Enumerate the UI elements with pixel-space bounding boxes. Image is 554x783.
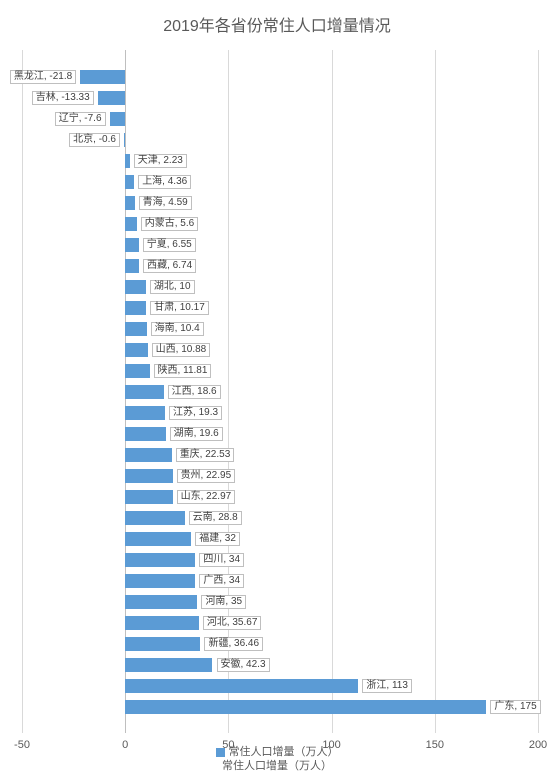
data-label: 山东, 22.97 — [177, 490, 236, 504]
bar — [125, 448, 172, 462]
data-label: 河北, 35.67 — [203, 616, 262, 630]
bar — [125, 595, 197, 609]
bar-row: 湖北, 10 — [22, 280, 538, 294]
gridline — [538, 50, 539, 733]
data-label: 重庆, 22.53 — [176, 448, 235, 462]
bar-row: 湖南, 19.6 — [22, 427, 538, 441]
bar — [125, 532, 191, 546]
bar — [125, 238, 139, 252]
bar — [125, 280, 146, 294]
bar — [125, 364, 149, 378]
data-label: 辽宁, -7.6 — [55, 112, 106, 126]
bar-row: 福建, 32 — [22, 532, 538, 546]
bar-row: 北京, -0.6 — [22, 133, 538, 147]
data-label: 海南, 10.4 — [151, 322, 204, 336]
data-label: 广东, 175 — [490, 700, 540, 714]
bar — [98, 91, 126, 105]
bar-row: 甘肃, 10.17 — [22, 301, 538, 315]
data-label: 西藏, 6.74 — [143, 259, 196, 273]
bar — [125, 343, 147, 357]
data-label: 河南, 35 — [201, 595, 246, 609]
bar — [125, 322, 146, 336]
bar — [125, 553, 195, 567]
data-label: 甘肃, 10.17 — [150, 301, 209, 315]
data-label: 湖北, 10 — [150, 280, 195, 294]
bar-row: 西藏, 6.74 — [22, 259, 538, 273]
bar-row: 天津, 2.23 — [22, 154, 538, 168]
bar-row: 陕西, 11.81 — [22, 364, 538, 378]
bar-row: 辽宁, -7.6 — [22, 112, 538, 126]
bar — [125, 679, 358, 693]
bar — [125, 301, 146, 315]
bar-row: 黑龙江, -21.8 — [22, 70, 538, 84]
bar-row: 山西, 10.88 — [22, 343, 538, 357]
data-label: 吉林, -13.33 — [32, 91, 94, 105]
data-label: 安徽, 42.3 — [217, 658, 270, 672]
data-label: 江西, 18.6 — [168, 385, 221, 399]
data-label: 内蒙古, 5.6 — [141, 217, 198, 231]
bar-row: 江苏, 19.3 — [22, 406, 538, 420]
bar-row: 贵州, 22.95 — [22, 469, 538, 483]
data-label: 陕西, 11.81 — [154, 364, 212, 378]
data-label: 浙江, 113 — [362, 679, 412, 693]
bar-row: 新疆, 36.46 — [22, 637, 538, 651]
data-label: 新疆, 36.46 — [204, 637, 263, 651]
bar-row: 广西, 34 — [22, 574, 538, 588]
bar — [125, 385, 163, 399]
bar-row: 宁夏, 6.55 — [22, 238, 538, 252]
plot-area: -50050100150200黑龙江, -21.8吉林, -13.33辽宁, -… — [22, 50, 538, 733]
bar-row: 云南, 28.8 — [22, 511, 538, 525]
bar-row: 吉林, -13.33 — [22, 91, 538, 105]
data-label: 广西, 34 — [199, 574, 244, 588]
data-label: 云南, 28.8 — [189, 511, 242, 525]
bar — [125, 259, 139, 273]
bar — [125, 637, 200, 651]
bar-row: 江西, 18.6 — [22, 385, 538, 399]
data-label: 湖南, 19.6 — [170, 427, 223, 441]
data-label: 黑龙江, -21.8 — [10, 70, 76, 84]
bar — [125, 196, 134, 210]
bar — [125, 490, 172, 504]
bar — [125, 427, 165, 441]
bar — [125, 217, 137, 231]
data-label: 四川, 34 — [199, 553, 244, 567]
bar — [124, 133, 125, 147]
data-label: 贵州, 22.95 — [177, 469, 236, 483]
bar — [125, 658, 212, 672]
bar-row: 重庆, 22.53 — [22, 448, 538, 462]
bar-row: 山东, 22.97 — [22, 490, 538, 504]
data-label: 天津, 2.23 — [134, 154, 187, 168]
legend-swatch — [216, 748, 225, 757]
bar-row: 海南, 10.4 — [22, 322, 538, 336]
bar-row: 河南, 35 — [22, 595, 538, 609]
data-label: 宁夏, 6.55 — [143, 238, 196, 252]
bar — [125, 700, 486, 714]
chart-title: 2019年各省份常住人口增量情况 — [0, 12, 554, 36]
bar — [125, 175, 134, 189]
bar — [80, 70, 125, 84]
data-label: 上海, 4.36 — [138, 175, 191, 189]
bar — [125, 469, 172, 483]
bar — [125, 511, 184, 525]
data-label: 青海, 4.59 — [139, 196, 192, 210]
bar-row: 浙江, 113 — [22, 679, 538, 693]
x-axis-title: 常住人口增量（万人） — [0, 757, 554, 773]
bar-row: 上海, 4.36 — [22, 175, 538, 189]
bar-row: 青海, 4.59 — [22, 196, 538, 210]
data-label: 江苏, 19.3 — [169, 406, 222, 420]
bar — [125, 154, 130, 168]
bar — [125, 406, 165, 420]
data-label: 福建, 32 — [195, 532, 240, 546]
bar-row: 河北, 35.67 — [22, 616, 538, 630]
bar-row: 安徽, 42.3 — [22, 658, 538, 672]
data-label: 北京, -0.6 — [69, 133, 120, 147]
bar — [110, 112, 126, 126]
bar — [125, 574, 195, 588]
data-label: 山西, 10.88 — [152, 343, 211, 357]
bar-row: 内蒙古, 5.6 — [22, 217, 538, 231]
bar-row: 广东, 175 — [22, 700, 538, 714]
bar — [125, 616, 199, 630]
chart-container: 2019年各省份常住人口增量情况 -50050100150200黑龙江, -21… — [0, 0, 554, 783]
bar-row: 四川, 34 — [22, 553, 538, 567]
